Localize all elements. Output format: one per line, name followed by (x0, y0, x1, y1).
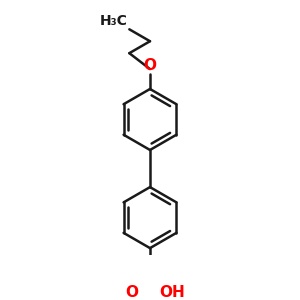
Text: O: O (125, 285, 138, 300)
Text: H₃C: H₃C (99, 14, 127, 28)
Text: OH: OH (159, 285, 185, 300)
Text: O: O (143, 58, 157, 73)
